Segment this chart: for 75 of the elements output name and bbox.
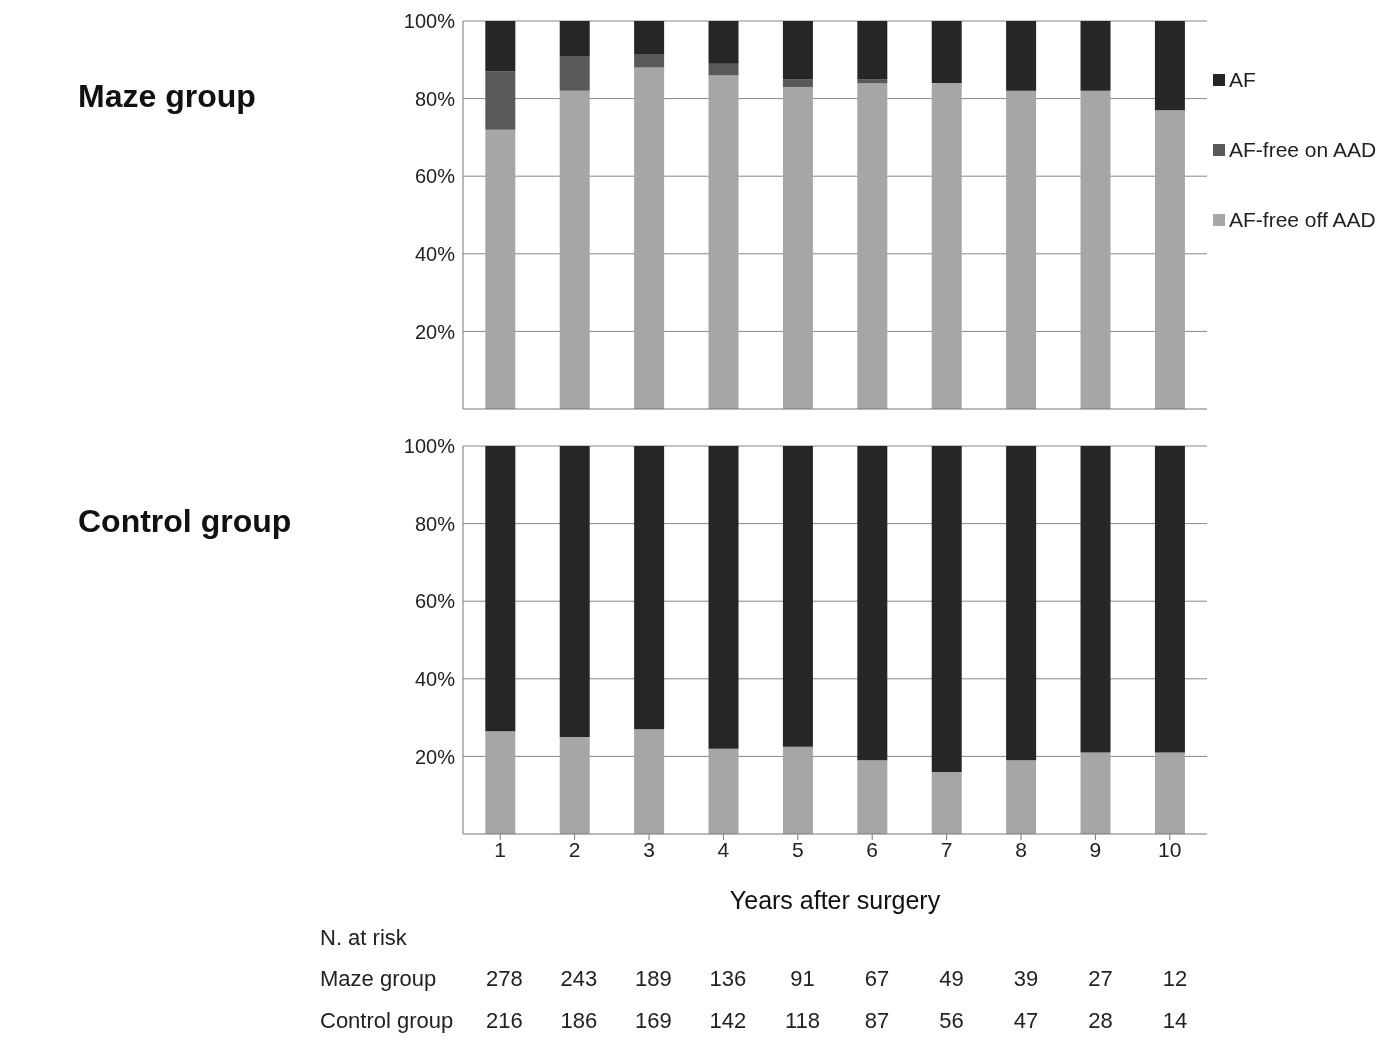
bar bbox=[857, 83, 888, 409]
bar bbox=[1080, 90, 1111, 409]
bar bbox=[857, 79, 888, 84]
bar bbox=[485, 71, 516, 130]
bar bbox=[708, 21, 739, 64]
bar bbox=[634, 53, 665, 68]
y-tick-label: 100% bbox=[403, 435, 456, 458]
x-tick-label: 7 bbox=[940, 837, 953, 861]
y-tick-label: 20% bbox=[414, 320, 456, 343]
y-tick-label: 60% bbox=[414, 590, 456, 613]
bar bbox=[485, 21, 516, 72]
y-tick-label: 60% bbox=[414, 165, 456, 188]
text: N. at risk bbox=[320, 925, 407, 951]
y-tick-label: 40% bbox=[414, 667, 456, 690]
y-tick-label: 20% bbox=[414, 745, 456, 768]
bar bbox=[1006, 21, 1037, 91]
bar bbox=[1154, 446, 1185, 753]
bar bbox=[559, 737, 590, 834]
text: Maze group 278 243 189 136 91 67 49 39 27 12 bbox=[320, 966, 1188, 991]
x-tick-label: 4 bbox=[717, 837, 730, 861]
bar bbox=[931, 446, 962, 772]
bar bbox=[1006, 446, 1037, 761]
bar bbox=[1080, 21, 1111, 91]
bar bbox=[559, 55, 590, 91]
bar bbox=[485, 129, 516, 409]
bar bbox=[1154, 110, 1185, 409]
y-tick-label: 80% bbox=[414, 87, 456, 110]
bar bbox=[782, 79, 813, 87]
text: Control group bbox=[78, 503, 292, 540]
x-tick-label: 5 bbox=[791, 837, 804, 861]
x-tick-label: 10 bbox=[1158, 837, 1182, 861]
x-tick-label: 9 bbox=[1089, 837, 1102, 861]
legend-label: AF-free on AAD bbox=[1229, 138, 1377, 162]
text: Maze group bbox=[78, 78, 256, 115]
bar bbox=[708, 63, 739, 76]
x-tick-label: 3 bbox=[643, 837, 655, 861]
bar bbox=[931, 83, 962, 409]
x-tick-label: 8 bbox=[1015, 837, 1027, 861]
bar bbox=[634, 729, 665, 834]
bar bbox=[634, 446, 665, 730]
bar bbox=[782, 21, 813, 80]
x-tick-label: 2 bbox=[568, 837, 581, 861]
bar bbox=[634, 67, 665, 409]
legend-label: AF bbox=[1229, 68, 1256, 92]
bar bbox=[1006, 90, 1037, 409]
bar bbox=[559, 90, 590, 409]
x-tick-label: 1 bbox=[494, 837, 507, 861]
y-tick-label: 100% bbox=[403, 10, 456, 33]
bar bbox=[782, 446, 813, 747]
bar bbox=[782, 86, 813, 409]
bar bbox=[857, 21, 888, 80]
bar bbox=[1154, 21, 1185, 111]
bar bbox=[931, 771, 962, 834]
bar bbox=[1080, 446, 1111, 753]
x-tick-label: 6 bbox=[866, 837, 879, 861]
bar bbox=[1006, 760, 1037, 834]
bar bbox=[782, 746, 813, 834]
bar bbox=[1154, 752, 1185, 834]
bar bbox=[485, 731, 516, 834]
bar bbox=[708, 446, 739, 749]
bar bbox=[634, 21, 665, 54]
y-tick-label: 80% bbox=[414, 512, 456, 535]
bar bbox=[708, 75, 739, 409]
bar bbox=[708, 748, 739, 834]
bar bbox=[559, 446, 590, 737]
bar bbox=[559, 21, 590, 56]
text: Control group 216 186 169 142 118 87 56 47 28 14 bbox=[320, 1008, 1188, 1033]
bar bbox=[857, 446, 888, 761]
legend-label: AF-free off AAD bbox=[1229, 208, 1376, 232]
bar bbox=[485, 446, 516, 732]
bar bbox=[857, 760, 888, 834]
x-axis-title: Years after surgery bbox=[728, 886, 942, 915]
bar bbox=[1080, 752, 1111, 834]
bar bbox=[931, 21, 962, 84]
y-tick-label: 40% bbox=[414, 242, 456, 265]
